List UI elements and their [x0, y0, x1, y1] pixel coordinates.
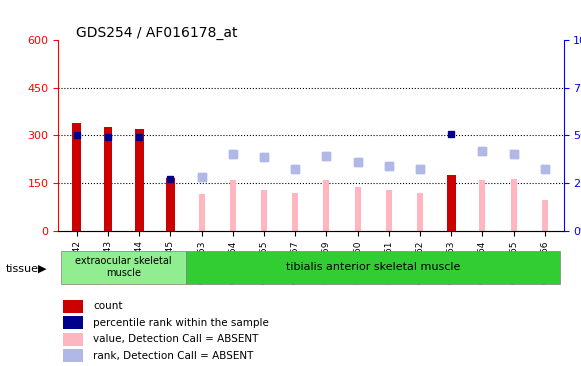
Bar	[63, 316, 84, 329]
Bar	[166, 178, 175, 231]
FancyBboxPatch shape	[186, 251, 561, 284]
Bar	[63, 333, 84, 346]
Bar	[447, 175, 456, 231]
Bar	[135, 129, 144, 231]
Text: GDS254 / AF016178_at: GDS254 / AF016178_at	[76, 26, 237, 40]
Text: rank, Detection Call = ABSENT: rank, Detection Call = ABSENT	[94, 351, 254, 361]
Bar	[73, 123, 81, 231]
Bar	[199, 194, 205, 231]
Bar	[63, 300, 84, 313]
Text: count: count	[94, 301, 123, 311]
Bar	[417, 193, 423, 231]
Bar	[103, 127, 112, 231]
FancyBboxPatch shape	[61, 251, 186, 284]
Bar	[386, 190, 392, 231]
Bar	[63, 349, 84, 362]
Bar	[324, 180, 329, 231]
Bar	[511, 179, 517, 231]
Bar	[542, 201, 548, 231]
Text: ▶: ▶	[38, 264, 46, 274]
Bar	[354, 187, 361, 231]
Bar	[292, 193, 298, 231]
Text: percentile rank within the sample: percentile rank within the sample	[94, 318, 270, 328]
Text: extraocular skeletal
muscle: extraocular skeletal muscle	[76, 256, 172, 278]
Bar	[479, 180, 486, 231]
Text: value, Detection Call = ABSENT: value, Detection Call = ABSENT	[94, 334, 259, 344]
Bar	[230, 180, 236, 231]
Bar	[261, 190, 267, 231]
Text: tissue: tissue	[6, 264, 39, 274]
Text: tibialis anterior skeletal muscle: tibialis anterior skeletal muscle	[286, 262, 460, 272]
